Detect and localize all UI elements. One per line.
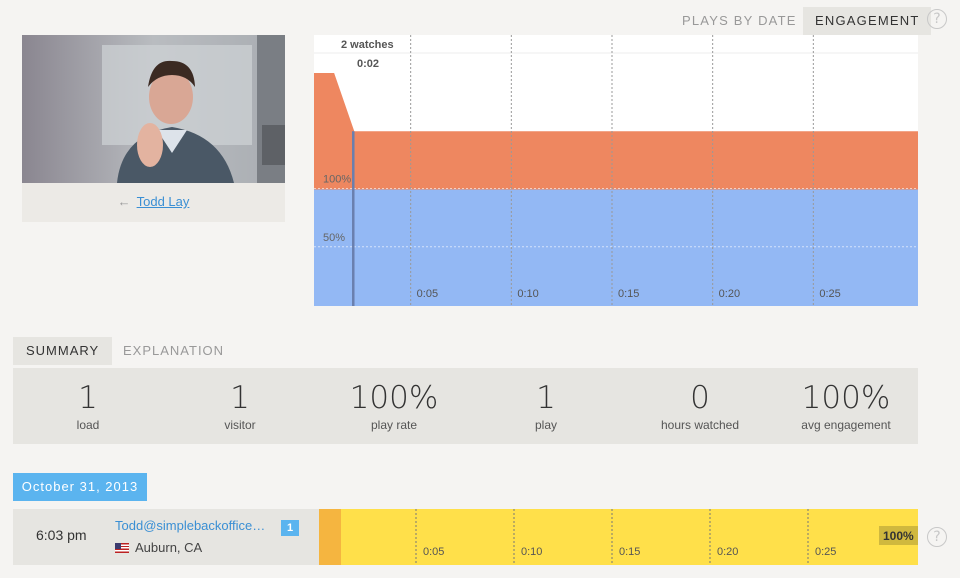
tab-summary[interactable]: SUMMARY: [13, 337, 113, 365]
help-icon[interactable]: ?: [927, 9, 947, 29]
video-thumbnail[interactable]: [22, 35, 285, 183]
summary-stats-panel: 1 load 1 visitor 100% play rate 1 play 0…: [13, 368, 918, 444]
stat-value: 1: [230, 380, 250, 416]
stat-label: play rate: [370, 418, 418, 432]
session-info[interactable]: 6:03 pm Todd@simplebackoffice… 1 Auburn,…: [13, 509, 319, 565]
y-axis-label: 100%: [323, 174, 351, 186]
stat-avg-engagement: 100% avg engagement: [771, 368, 921, 432]
track-tick-label: 0:20: [717, 546, 738, 558]
x-tick-label: 0:05: [417, 288, 438, 300]
us-flag-icon: [115, 543, 129, 553]
video-card[interactable]: ← Todd Lay: [22, 35, 285, 222]
x-tick-label: 0:20: [719, 288, 740, 300]
tooltip-time: 0:02: [357, 58, 379, 70]
track-tick-label: 0:25: [815, 546, 836, 558]
stat-value: 0: [690, 380, 710, 416]
track-rewatch-segment: [319, 509, 341, 565]
track-tick-label: 0:15: [619, 546, 640, 558]
stat-visitors: 1 visitor: [165, 368, 315, 432]
tab-engagement[interactable]: ENGAGEMENT: [803, 7, 932, 35]
stat-value: 100%: [801, 380, 891, 416]
session-heatmap-track[interactable]: 0:05 0:10 0:15 0:20 0:25 100%: [319, 509, 918, 565]
engagement-chart[interactable]: 0:05 0:10 0:15 0:20 0:25 100% 50% 2 watches 0:02: [314, 35, 918, 306]
x-tick-label: 0:15: [618, 288, 639, 300]
tooltip-watches: 2 watches: [341, 39, 394, 51]
session-engagement-value: 100%: [883, 529, 914, 543]
person-name-link[interactable]: Todd Lay: [136, 194, 190, 209]
stat-value: 100%: [349, 380, 439, 416]
stat-play-rate: 100% play rate: [319, 368, 469, 432]
x-tick-label: 0:25: [819, 288, 840, 300]
stat-hours-watched: 0 hours watched: [625, 368, 775, 432]
session-heatmap-svg: 0:05 0:10 0:15 0:20 0:25 100%: [319, 509, 918, 565]
track-tick-label: 0:05: [423, 546, 444, 558]
track-tick-label: 0:10: [521, 546, 542, 558]
stat-loads: 1 load: [13, 368, 163, 432]
stat-label: visitor: [224, 418, 256, 432]
stat-value: 1: [536, 380, 556, 416]
stat-label: avg engagement: [801, 418, 891, 432]
y-axis-label: 50%: [323, 232, 345, 244]
location-text: Auburn, CA: [135, 540, 203, 555]
stat-label: hours watched: [660, 418, 740, 432]
viewer-email-link[interactable]: Todd@simplebackoffice…: [115, 518, 266, 533]
stat-label: play: [534, 418, 557, 432]
stat-plays: 1 play: [471, 368, 621, 432]
engagement-pill-bg: [879, 526, 918, 545]
date-header: October 31, 2013: [13, 473, 147, 501]
track-background: [319, 509, 918, 565]
back-arrow-icon: ←: [117, 194, 131, 209]
tab-explanation[interactable]: EXPLANATION: [123, 343, 225, 358]
session-count-badge: 1: [281, 520, 299, 536]
person-link-row: ← Todd Lay: [22, 194, 285, 209]
stat-label: load: [76, 418, 100, 432]
x-tick-label: 0:10: [517, 288, 538, 300]
video-thumbnail-image: [22, 35, 285, 183]
viewer-location: Auburn, CA: [115, 540, 202, 555]
session-time: 6:03 pm: [36, 527, 87, 543]
stat-value: 1: [78, 380, 98, 416]
series-area-watched: [314, 189, 918, 306]
tab-plays-by-date[interactable]: PLAYS BY DATE: [682, 13, 797, 28]
engagement-chart-svg: 0:05 0:10 0:15 0:20 0:25 100% 50% 2 watches 0:02: [314, 35, 918, 306]
help-icon[interactable]: ?: [927, 527, 947, 547]
